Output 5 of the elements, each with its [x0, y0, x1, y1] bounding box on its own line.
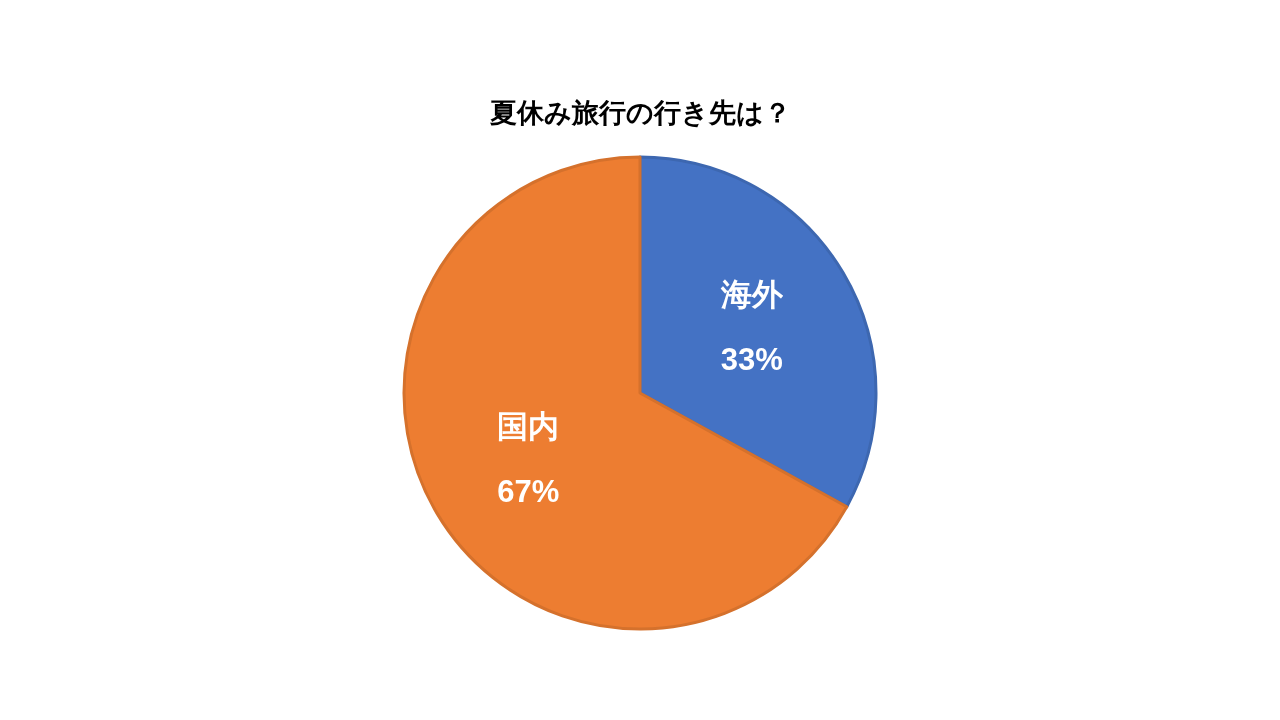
label: 海外 — [720, 276, 783, 312]
label: 33% — [720, 341, 783, 377]
label: 国内 — [497, 409, 560, 445]
label: 67% — [497, 474, 560, 510]
title: 夏休み旅行の行き先は？ — [489, 98, 791, 128]
